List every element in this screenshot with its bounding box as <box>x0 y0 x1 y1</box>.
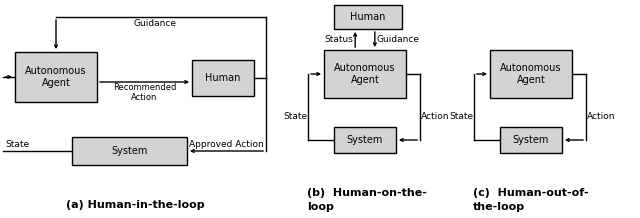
Text: Guidance: Guidance <box>377 35 420 44</box>
Text: Guidance: Guidance <box>133 19 176 28</box>
Text: State: State <box>283 112 307 121</box>
Text: Action: Action <box>421 112 449 121</box>
Text: Action: Action <box>587 112 616 121</box>
Bar <box>324 50 406 98</box>
Text: Recommended
Action: Recommended Action <box>113 83 176 102</box>
Text: Status: Status <box>324 35 353 44</box>
Text: State: State <box>5 140 29 149</box>
Text: Human: Human <box>350 12 386 22</box>
Text: State: State <box>449 112 473 121</box>
Bar <box>490 50 572 98</box>
Bar <box>15 52 97 102</box>
Text: Autonomous
Agent: Autonomous Agent <box>334 63 396 85</box>
Text: Approved Action: Approved Action <box>189 140 264 149</box>
Text: the-loop: the-loop <box>473 202 525 212</box>
Text: System: System <box>111 146 148 156</box>
Text: (b)  Human-on-the-: (b) Human-on-the- <box>307 188 427 198</box>
Text: Autonomous
Agent: Autonomous Agent <box>500 63 562 85</box>
Bar <box>72 137 187 165</box>
Bar <box>334 127 396 153</box>
Text: Human: Human <box>205 73 241 83</box>
Text: (a) Human-in-the-loop: (a) Human-in-the-loop <box>66 200 204 210</box>
Text: System: System <box>513 135 549 145</box>
Text: loop: loop <box>307 202 334 212</box>
Bar <box>192 60 254 96</box>
Bar <box>500 127 562 153</box>
Text: System: System <box>347 135 383 145</box>
Text: (c)  Human-out-of-: (c) Human-out-of- <box>473 188 589 198</box>
Bar <box>334 5 402 29</box>
Text: Autonomous
Agent: Autonomous Agent <box>25 66 87 88</box>
